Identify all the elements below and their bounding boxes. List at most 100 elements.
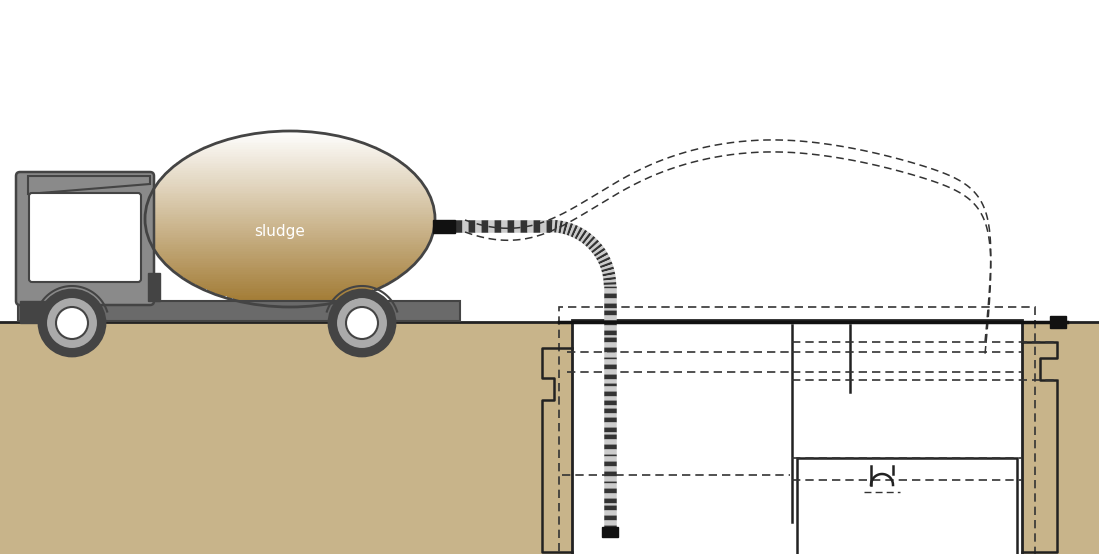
Bar — [602, 527, 618, 537]
Bar — [148, 236, 432, 238]
Bar — [158, 254, 422, 256]
Bar — [165, 173, 415, 175]
FancyBboxPatch shape — [16, 172, 154, 305]
Bar — [217, 141, 364, 143]
Bar — [168, 169, 412, 172]
Bar — [571, 320, 1022, 554]
Bar — [226, 296, 353, 298]
Bar — [146, 229, 434, 232]
Bar — [152, 191, 429, 193]
Bar — [155, 185, 425, 187]
Bar — [163, 259, 418, 261]
Bar — [159, 255, 420, 258]
Bar — [147, 233, 433, 235]
Bar — [145, 217, 435, 219]
Circle shape — [38, 290, 106, 356]
Bar — [249, 132, 331, 135]
Bar — [174, 164, 406, 166]
Bar — [146, 225, 434, 228]
Bar — [262, 303, 319, 305]
Bar — [153, 245, 428, 247]
Bar — [192, 152, 388, 154]
Polygon shape — [27, 176, 149, 194]
Bar — [241, 134, 340, 136]
Bar — [147, 203, 433, 205]
Bar — [145, 220, 435, 223]
Bar — [147, 231, 433, 233]
Bar — [145, 218, 435, 220]
Bar — [166, 171, 414, 173]
Bar — [233, 297, 347, 300]
Bar — [433, 219, 455, 233]
Bar — [168, 264, 412, 266]
Bar — [192, 282, 388, 284]
Bar — [178, 161, 401, 163]
Bar — [221, 294, 359, 296]
Bar — [146, 208, 434, 210]
Bar — [154, 187, 426, 189]
Bar — [559, 307, 1035, 554]
Bar — [184, 276, 397, 279]
FancyBboxPatch shape — [29, 193, 141, 282]
Bar — [145, 213, 435, 216]
Bar — [196, 150, 385, 152]
Bar — [226, 137, 353, 140]
Bar — [158, 180, 422, 182]
Bar — [145, 212, 435, 214]
Bar — [207, 145, 373, 147]
Bar — [146, 206, 434, 208]
Bar — [155, 248, 425, 250]
Bar — [148, 234, 432, 237]
Bar — [151, 242, 430, 244]
Bar — [146, 204, 434, 207]
Bar — [0, 322, 1099, 554]
Text: sludge: sludge — [255, 223, 306, 239]
Bar — [153, 188, 428, 191]
Bar — [148, 197, 432, 199]
Bar — [165, 261, 415, 263]
Bar — [170, 266, 410, 268]
Bar — [154, 247, 426, 249]
Bar — [176, 271, 403, 274]
Bar — [146, 227, 434, 229]
Bar — [217, 293, 364, 295]
Bar — [187, 155, 393, 157]
Bar — [152, 243, 429, 245]
Bar — [149, 194, 430, 196]
Bar — [571, 320, 1022, 554]
Bar — [207, 289, 373, 291]
Bar — [797, 458, 1017, 554]
Bar — [211, 143, 368, 145]
Bar — [199, 148, 380, 150]
Bar — [176, 162, 403, 165]
Circle shape — [346, 307, 378, 339]
Bar — [156, 250, 424, 253]
Bar — [157, 252, 423, 254]
Bar — [156, 183, 424, 186]
Circle shape — [336, 297, 388, 349]
Bar — [162, 257, 419, 259]
Bar — [178, 273, 401, 275]
Bar — [187, 278, 393, 280]
Bar — [189, 280, 390, 283]
Bar — [181, 275, 399, 277]
Bar — [151, 192, 430, 194]
Bar — [20, 301, 48, 323]
Bar — [233, 136, 347, 138]
Bar — [171, 166, 408, 168]
Bar — [262, 131, 319, 133]
Bar — [189, 153, 390, 156]
Bar — [159, 178, 420, 180]
Bar — [149, 196, 431, 198]
Bar — [249, 301, 331, 304]
Bar — [211, 291, 368, 293]
Circle shape — [56, 307, 88, 339]
Bar — [171, 268, 408, 270]
Bar — [148, 199, 432, 202]
Bar — [221, 139, 359, 142]
Bar — [181, 158, 399, 161]
Circle shape — [46, 297, 98, 349]
Bar — [166, 263, 414, 265]
Bar — [149, 238, 431, 240]
Bar — [163, 175, 418, 177]
